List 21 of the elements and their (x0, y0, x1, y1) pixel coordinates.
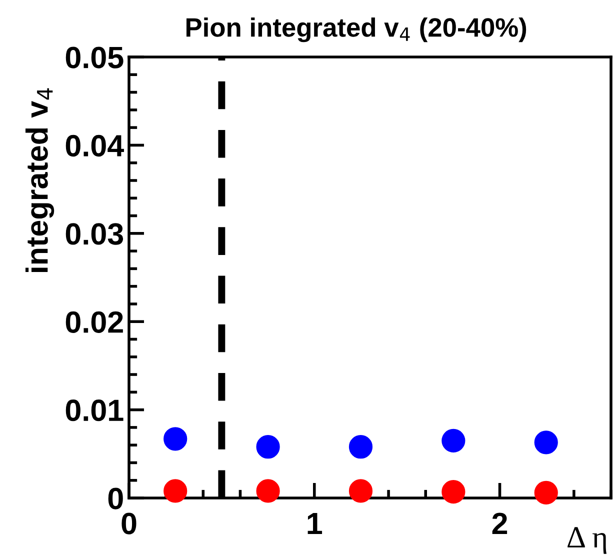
point (164, 427, 188, 451)
x-tick-label: 1 (308, 513, 322, 534)
point (164, 479, 188, 503)
y-tick-label: 0.01 (66, 400, 124, 422)
y-axis-title: integrated v$_{4}$ (25, 88, 54, 272)
y-tick-label: 0 (108, 488, 123, 510)
point (348, 435, 373, 459)
y-tick-label: 0.02 (66, 311, 123, 333)
y-tick-label: 0.04 (66, 134, 124, 157)
point (256, 435, 280, 459)
point (348, 479, 373, 503)
y-tick-label: 0.03 (66, 223, 124, 245)
point (534, 480, 558, 505)
point (442, 480, 466, 504)
point (534, 430, 558, 454)
x-tick-label: 2 (492, 512, 508, 534)
x-axis-title: Δ η (568, 527, 606, 554)
point (256, 479, 280, 503)
point (442, 428, 466, 452)
chart-title: Pion integrated v$_{4}$ (20-40%) (186, 17, 526, 42)
y-tick-label: 0.05 (66, 46, 124, 68)
